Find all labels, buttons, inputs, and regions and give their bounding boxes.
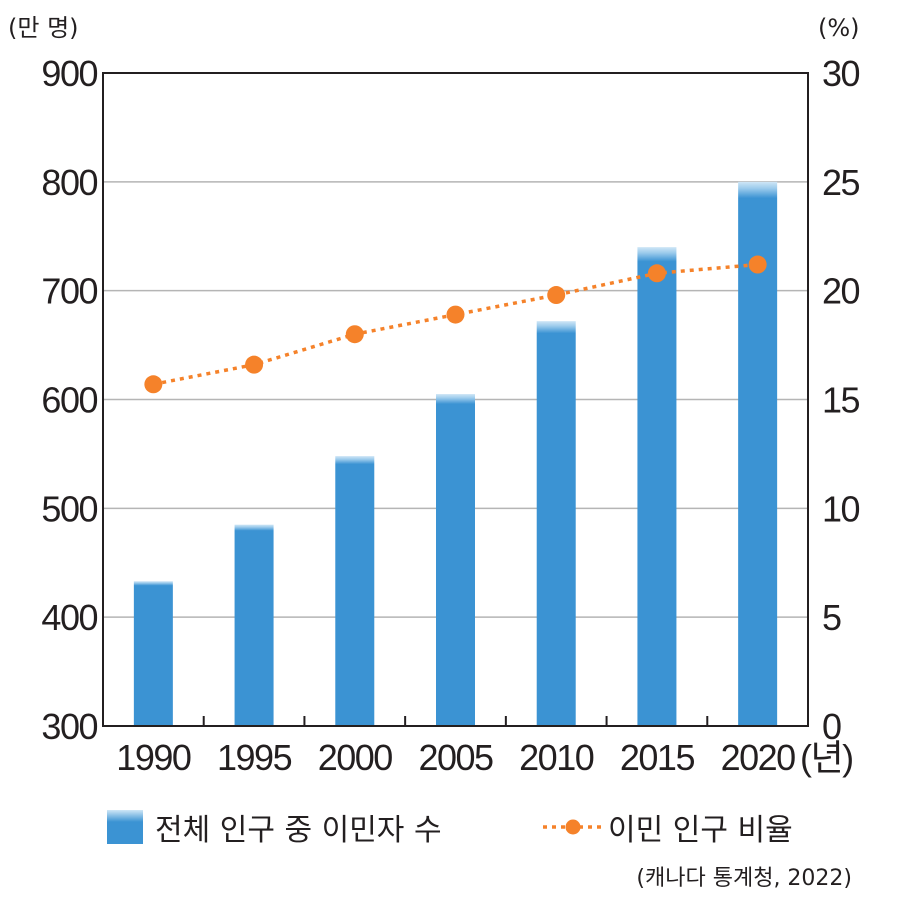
bar (133, 581, 173, 726)
line-point (345, 325, 364, 344)
bar (335, 456, 375, 726)
bar (436, 394, 475, 726)
legend: 전체 인구 중 이민자 수 이민 인구 비율 (107, 810, 793, 848)
right-tick-label: 25 (822, 162, 860, 203)
bar-series (133, 181, 778, 727)
x-tick-label: 2000 (318, 737, 393, 778)
x-tick-label: 1990 (116, 737, 191, 778)
left-axis-ticks: 300 400 500 600 700 800 900 (41, 53, 99, 747)
legend-line-label: 이민 인구 비율 (608, 813, 793, 848)
legend-line-marker (565, 819, 581, 835)
right-tick-label: 0 (822, 706, 841, 747)
right-tick-label: 15 (822, 380, 860, 421)
axes (102, 72, 809, 727)
line-point (647, 264, 666, 283)
left-tick-label: 600 (41, 380, 97, 421)
right-tick-label: 20 (822, 271, 860, 312)
left-tick-label: 900 (41, 53, 97, 94)
left-tick-label: 300 (41, 706, 97, 747)
left-tick-label: 400 (41, 597, 97, 638)
right-tick-label: 5 (822, 597, 841, 638)
line-point (547, 286, 566, 305)
source-note: (캐나다 통계청, 2022) (636, 866, 852, 891)
right-tick-label: 30 (822, 53, 860, 94)
legend-bar-swatch (107, 810, 143, 844)
line-point (748, 255, 767, 274)
left-axis-unit: (만 명) (8, 14, 79, 42)
line-point (446, 305, 465, 324)
right-tick-label: 10 (822, 488, 860, 529)
bar (234, 524, 274, 726)
plot-frame (102, 72, 809, 727)
line-point (144, 375, 163, 394)
line-point (245, 355, 264, 374)
x-tick-label: 1995 (217, 737, 292, 778)
left-tick-label: 800 (41, 162, 97, 203)
x-tick-label: 2015 (620, 737, 695, 778)
x-axis-unit: (년) (800, 737, 853, 778)
right-axis-ticks: 0 5 10 15 20 25 30 (822, 53, 861, 747)
left-tick-label: 700 (41, 271, 97, 312)
bar (536, 321, 576, 726)
x-tick-label: 2020 (721, 737, 796, 778)
bar (637, 247, 677, 726)
legend-bar-label: 전체 인구 중 이민자 수 (155, 813, 442, 848)
x-tick-label: 2005 (418, 737, 493, 778)
left-tick-label: 500 (41, 488, 97, 529)
right-axis-unit: (%) (818, 14, 860, 42)
x-axis-ticks: 1990 1995 2000 2005 2010 2015 2020 (116, 737, 796, 778)
x-tick-label: 2010 (519, 737, 594, 778)
line-series (144, 255, 767, 394)
